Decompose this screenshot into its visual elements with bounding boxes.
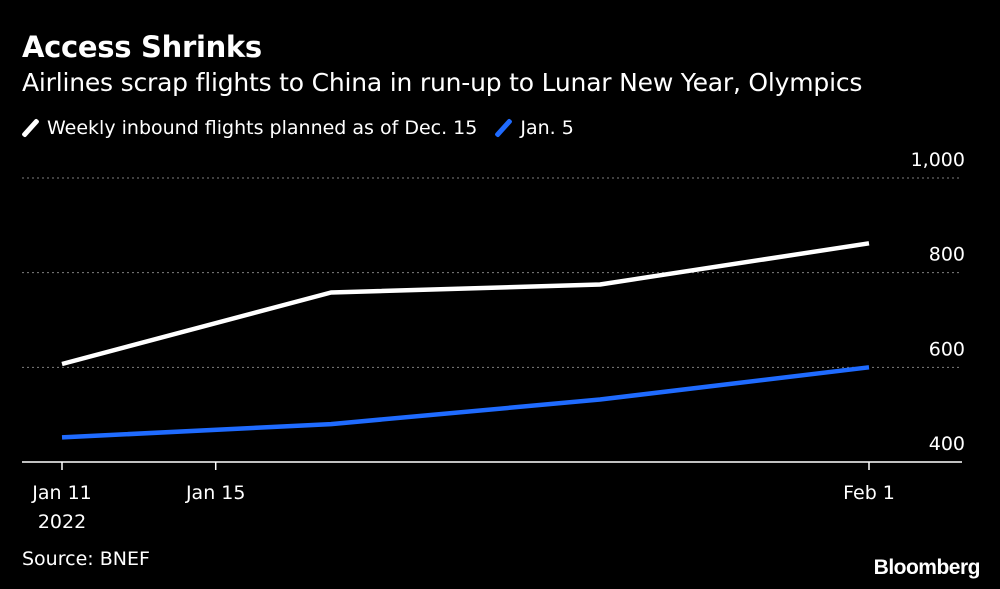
y-tick-label-400: 400 xyxy=(929,433,965,455)
legend-label-dec15: Weekly inbound flights planned as of Dec… xyxy=(47,117,478,139)
legend-label-jan5: Jan. 5 xyxy=(520,117,574,139)
source-note: Source: BNEF xyxy=(22,548,150,570)
legend-item-dec15: Weekly inbound flights planned as of Dec… xyxy=(21,117,478,139)
y-tick-label-800: 800 xyxy=(929,244,965,266)
series-line-dec15 xyxy=(61,241,870,367)
y-tick-label-600: 600 xyxy=(929,338,965,360)
chart-subtitle: Airlines scrap flights to China in run-u… xyxy=(22,68,863,97)
y-tick-label-1000: 1,000 xyxy=(911,149,965,171)
x-tick-label-0: Jan 11 xyxy=(31,482,92,504)
legend: Weekly inbound flights planned as of Dec… xyxy=(21,117,592,139)
x-tick-label-1: Jan 15 xyxy=(185,482,246,504)
chart-title: Access Shrinks xyxy=(22,30,262,64)
legend-item-jan5: Jan. 5 xyxy=(494,117,574,139)
bloomberg-logo: Bloomberg xyxy=(873,556,981,579)
series-line-jan5 xyxy=(61,365,870,440)
x-tick-label-2: Feb 1 xyxy=(843,482,895,504)
x-tick-sublabel-0: 2022 xyxy=(38,511,86,533)
